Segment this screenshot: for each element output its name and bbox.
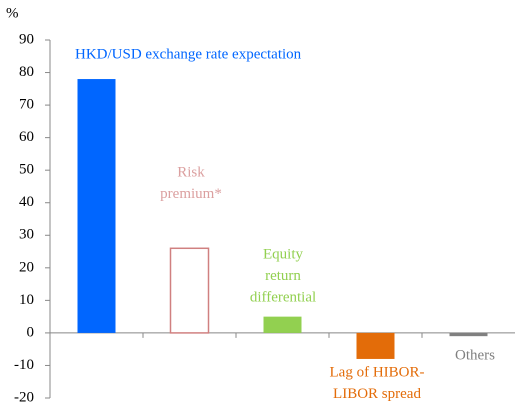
category-label: Lag of HIBOR- — [330, 364, 425, 380]
category-label: Others — [455, 347, 495, 363]
y-tick-label: 80 — [19, 64, 34, 80]
y-tick-label: 70 — [19, 97, 34, 113]
category-label: Risk — [177, 164, 205, 180]
category-label: Equity — [263, 246, 303, 262]
category-label: LIBOR spread — [333, 386, 421, 402]
y-tick-label: 10 — [19, 292, 34, 308]
bar — [169, 247, 210, 334]
y-tick-label: 30 — [19, 227, 34, 243]
category-label: return — [265, 268, 301, 284]
y-tick-label: 0 — [27, 324, 35, 340]
y-tick-label: 60 — [19, 129, 34, 145]
bar — [77, 79, 116, 333]
category-label: premium* — [160, 186, 222, 202]
y-tick-label: -10 — [14, 357, 34, 373]
y-tick-label: -20 — [14, 389, 34, 405]
y-tick-label: 50 — [19, 162, 34, 178]
y-tick-label: 40 — [19, 194, 34, 210]
y-tick-label: 20 — [19, 259, 34, 275]
y-unit: % — [6, 5, 19, 21]
bar — [263, 316, 302, 333]
category-label: differential — [250, 289, 316, 305]
bar — [449, 332, 488, 337]
category-label: HKD/USD exchange rate expectation — [75, 46, 302, 62]
bar — [356, 332, 395, 359]
y-tick-label: 90 — [19, 31, 34, 47]
